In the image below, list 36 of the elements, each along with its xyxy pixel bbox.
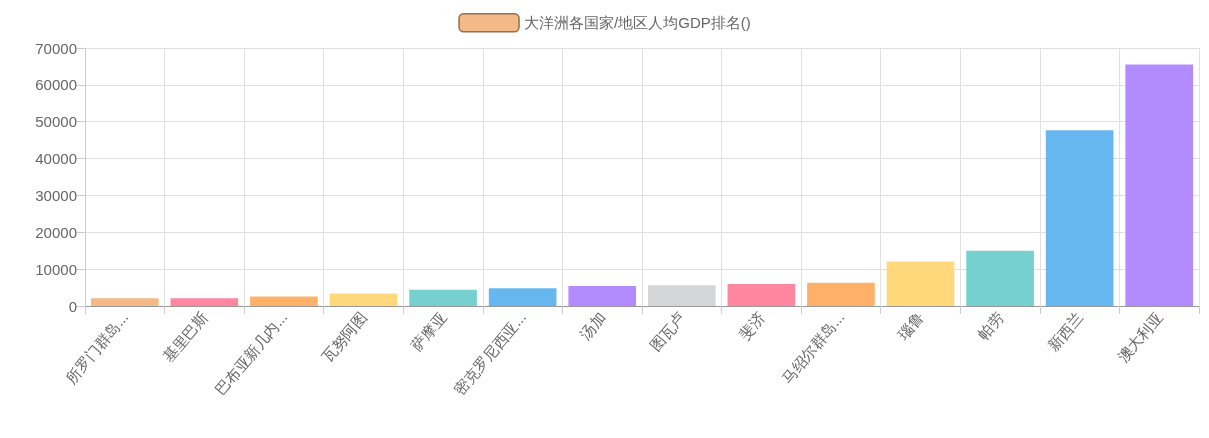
bar: [568, 286, 637, 306]
x-tick-label: 图瓦卢: [646, 308, 689, 354]
x-tick-label: 密克罗尼西亚...: [450, 308, 530, 398]
x-tick-label: 基里巴斯: [159, 308, 211, 366]
bar: [966, 250, 1034, 306]
x-tick-label: 斐济: [735, 308, 768, 343]
bar: [329, 293, 398, 306]
bar: [90, 298, 159, 306]
x-tick-label: 帕劳: [974, 308, 1007, 343]
x-tick-label: 瓦努阿图: [318, 308, 371, 366]
bar: [647, 285, 716, 306]
x-tick-label: 汤加: [576, 308, 609, 343]
y-tick-label: 20000: [35, 223, 77, 241]
bar: [727, 283, 796, 306]
bar: [488, 288, 557, 306]
bar: [170, 298, 239, 306]
y-tick-label: 70000: [35, 39, 77, 57]
x-tick-label: 澳大利亚: [1114, 308, 1166, 366]
x-tick-label: 马绍尔群岛...: [778, 308, 848, 387]
legend-label: 大洋洲各国家/地区人均GDP排名(): [524, 14, 751, 32]
y-tick-label: 30000: [35, 186, 77, 204]
x-tick-label: 瑙鲁: [894, 308, 928, 343]
bar: [1125, 64, 1194, 306]
y-tick-label: 0: [68, 297, 77, 315]
bar: [1045, 130, 1114, 306]
x-tick-label: 巴布亚新几内...: [211, 308, 291, 398]
bar: [886, 261, 955, 306]
x-tick-label: 萨摩亚: [407, 308, 450, 354]
bar: [807, 282, 875, 306]
y-tick-label: 60000: [35, 76, 77, 94]
y-tick-label: 40000: [35, 150, 77, 168]
x-tick-label: 新西兰: [1044, 308, 1087, 354]
bar: [250, 296, 318, 306]
y-tick-label: 10000: [35, 260, 77, 278]
bar: [409, 289, 477, 306]
y-tick-label: 50000: [35, 113, 77, 131]
